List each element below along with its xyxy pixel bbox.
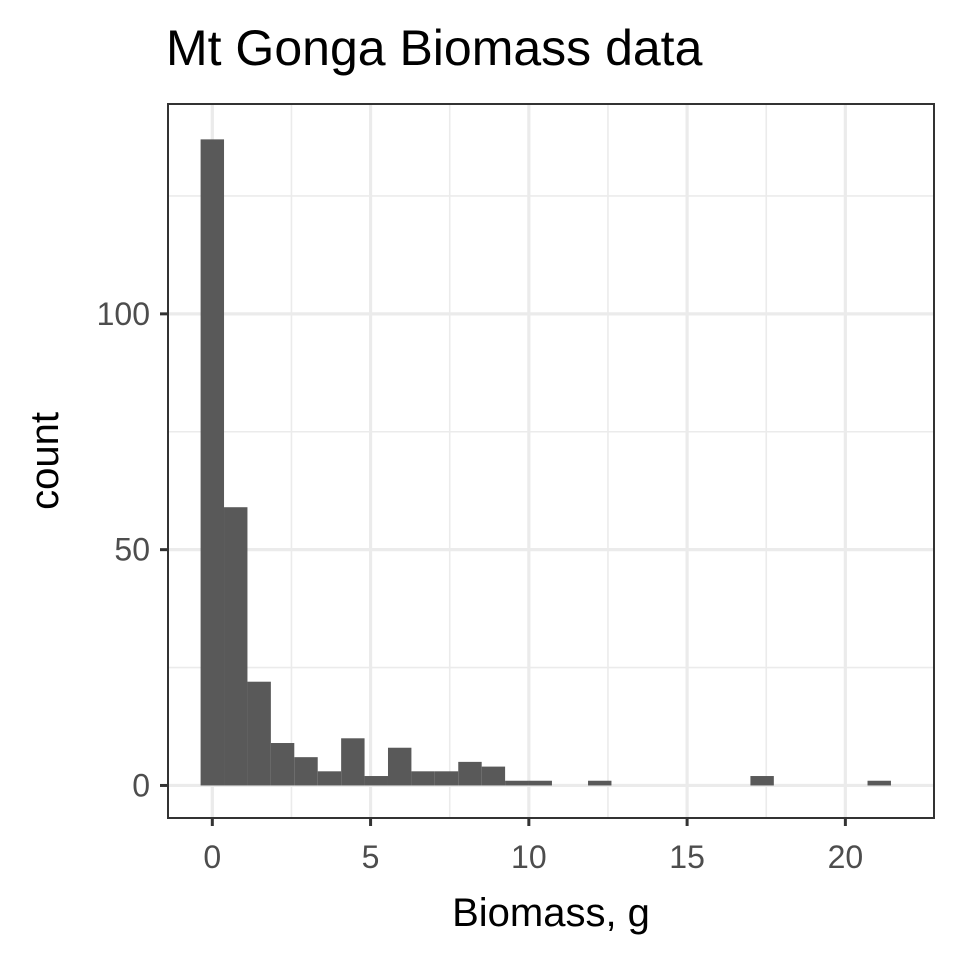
histogram-bar [270, 743, 295, 786]
chart-title: Mt Gonga Biomass data [166, 20, 703, 76]
histogram-bar [481, 766, 506, 786]
histogram-bar [317, 771, 342, 786]
grid-lines [168, 104, 934, 818]
histogram-bar [364, 776, 388, 786]
histogram-bar [224, 507, 248, 786]
histogram-bar [867, 780, 891, 786]
x-tick-label: 0 [203, 839, 221, 875]
axis-ticks: 0 5 10 15 20 0 50 100 [97, 296, 864, 875]
histogram-bar [750, 776, 774, 786]
histogram-bar [411, 771, 435, 786]
x-tick-label: 10 [511, 839, 547, 875]
histogram-bar [294, 757, 318, 786]
x-axis-title: Biomass, g [452, 891, 650, 935]
histogram-bar [434, 771, 459, 786]
histogram-bar [387, 747, 412, 786]
plot-panel-border [167, 103, 935, 819]
histogram-bar [247, 681, 271, 786]
histogram-bar [588, 780, 612, 786]
y-axis-title: count [23, 412, 67, 510]
histogram-bar [505, 780, 529, 786]
x-tick-label: 15 [669, 839, 705, 875]
histogram-bars [200, 139, 891, 786]
histogram-bar [341, 738, 365, 786]
histogram-bar [458, 761, 482, 786]
histogram-bar [528, 780, 552, 786]
x-tick-label: 20 [828, 839, 864, 875]
y-tick-label: 0 [132, 767, 150, 803]
x-tick-label: 5 [362, 839, 380, 875]
y-tick-label: 100 [97, 296, 150, 332]
y-tick-label: 50 [114, 532, 150, 568]
histogram-bar [200, 139, 225, 786]
